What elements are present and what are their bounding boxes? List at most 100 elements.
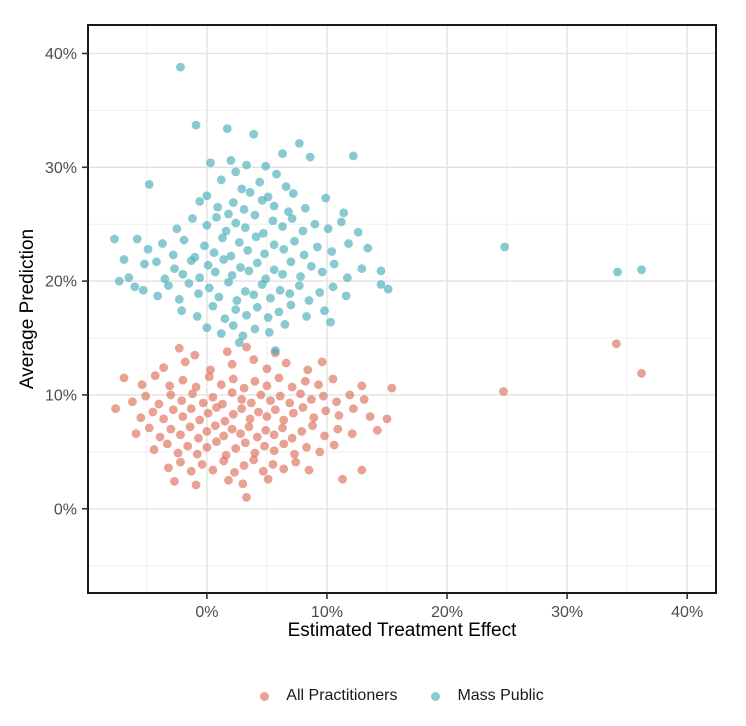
data-point-mass-public: [279, 244, 289, 254]
data-point-mass-public: [255, 177, 265, 187]
data-point-mass-public: [266, 293, 275, 303]
data-point-all-practitioners: [237, 395, 247, 404]
data-point-all-practitioners: [357, 381, 367, 391]
data-point-all-practitioners: [228, 374, 238, 384]
legend-item-mass-public: Mass Public: [431, 687, 544, 705]
data-point-all-practitioners: [227, 388, 237, 398]
x-tick-label: 10%: [311, 604, 343, 621]
data-point-all-practitioners: [315, 447, 325, 457]
data-point-all-practitioners: [174, 343, 184, 353]
y-axis-title: Average Prediction: [17, 228, 38, 390]
data-point-all-practitioners: [348, 404, 358, 413]
data-point-all-practitioners: [260, 441, 269, 451]
data-point-mass-public: [348, 151, 358, 161]
data-point-mass-public: [302, 311, 311, 321]
legend-label: All Practitioners: [286, 687, 398, 704]
data-point-mass-public: [219, 255, 229, 264]
data-point-all-practitioners: [246, 398, 256, 408]
data-point-all-practitioners: [190, 350, 200, 360]
data-point-mass-public: [226, 251, 236, 261]
data-point-mass-public: [278, 222, 287, 231]
data-point-all-practitioners: [314, 380, 323, 390]
data-point-all-practitioners: [637, 368, 646, 378]
data-point-all-practitioners: [202, 442, 212, 452]
data-point-mass-public: [240, 223, 250, 233]
data-point-mass-public: [200, 241, 209, 251]
data-point-all-practitioners: [281, 358, 291, 368]
y-tick-label: 10%: [45, 387, 77, 404]
data-point-mass-public: [209, 248, 219, 258]
data-point-mass-public: [275, 285, 285, 295]
data-point-mass-public: [269, 265, 279, 275]
data-point-all-practitioners: [228, 409, 238, 419]
data-point-all-practitioners: [306, 395, 316, 404]
data-point-mass-public: [263, 313, 273, 322]
data-point-mass-public: [294, 281, 304, 291]
data-point-all-practitioners: [227, 424, 237, 434]
data-point-mass-public: [212, 212, 221, 222]
data-point-mass-public: [290, 236, 299, 246]
data-point-mass-public: [244, 266, 254, 276]
data-point-mass-public: [323, 224, 333, 234]
data-point-mass-public: [310, 219, 320, 229]
data-point-mass-public: [278, 149, 287, 159]
legend-item-all-practitioners: All Practitioners: [260, 687, 397, 705]
data-point-mass-public: [376, 266, 386, 276]
data-point-mass-public: [140, 259, 149, 269]
data-point-all-practitioners: [242, 492, 251, 502]
data-point-all-practitioners: [298, 403, 308, 412]
data-point-all-practitioners: [242, 342, 251, 352]
data-point-all-practitioners: [198, 398, 208, 408]
data-point-all-practitioners: [249, 455, 259, 465]
data-point-all-practitioners: [186, 404, 196, 413]
data-point-mass-public: [231, 305, 241, 314]
data-point-all-practitioners: [254, 407, 263, 417]
data-point-all-practitioners: [278, 423, 287, 433]
data-point-all-practitioners: [216, 380, 226, 390]
data-point-mass-public: [251, 232, 261, 242]
data-point-all-practitioners: [168, 405, 178, 415]
data-point-mass-public: [242, 160, 251, 170]
data-point-mass-public: [202, 191, 212, 201]
data-point-mass-public: [172, 224, 182, 234]
data-point-mass-public: [363, 243, 373, 253]
data-point-mass-public: [258, 228, 268, 238]
data-point-all-practitioners: [219, 456, 229, 466]
panel-background: [88, 25, 716, 593]
data-point-mass-public: [174, 294, 184, 304]
data-point-mass-public: [168, 250, 178, 260]
data-point-mass-public: [188, 214, 197, 223]
data-point-all-practitioners: [144, 423, 154, 433]
data-point-all-practitioners: [192, 449, 202, 459]
x-tick-label: 30%: [551, 604, 583, 621]
data-point-mass-public: [177, 306, 187, 316]
data-point-all-practitioners: [365, 412, 375, 421]
data-point-all-practitioners: [611, 339, 621, 349]
data-point-all-practitioners: [208, 392, 218, 402]
data-point-all-practitioners: [250, 448, 260, 458]
data-point-mass-public: [329, 259, 339, 269]
data-point-all-practitioners: [499, 387, 508, 396]
y-tick-label: 0%: [54, 501, 77, 518]
data-point-all-practitioners: [279, 415, 289, 425]
legend-point-icon: [260, 691, 270, 701]
data-point-mass-public: [224, 209, 233, 219]
data-point-mass-public: [306, 261, 316, 271]
data-point-all-practitioners: [208, 465, 218, 475]
data-point-mass-public: [357, 264, 367, 273]
data-point-mass-public: [234, 338, 244, 347]
data-point-mass-public: [153, 291, 163, 301]
data-point-mass-public: [249, 129, 259, 139]
data-point-mass-public: [286, 257, 296, 267]
data-point-mass-public: [234, 238, 244, 247]
data-point-mass-public: [192, 311, 202, 321]
data-point-all-practitioners: [191, 382, 201, 392]
data-point-all-practitioners: [262, 381, 272, 391]
data-point-mass-public: [274, 307, 284, 317]
data-point-mass-public: [342, 273, 352, 283]
data-point-mass-public: [252, 302, 262, 312]
data-point-all-practitioners: [203, 408, 213, 418]
data-point-mass-public: [300, 203, 310, 213]
data-point-all-practitioners: [320, 431, 329, 441]
data-point-mass-public: [268, 216, 278, 226]
